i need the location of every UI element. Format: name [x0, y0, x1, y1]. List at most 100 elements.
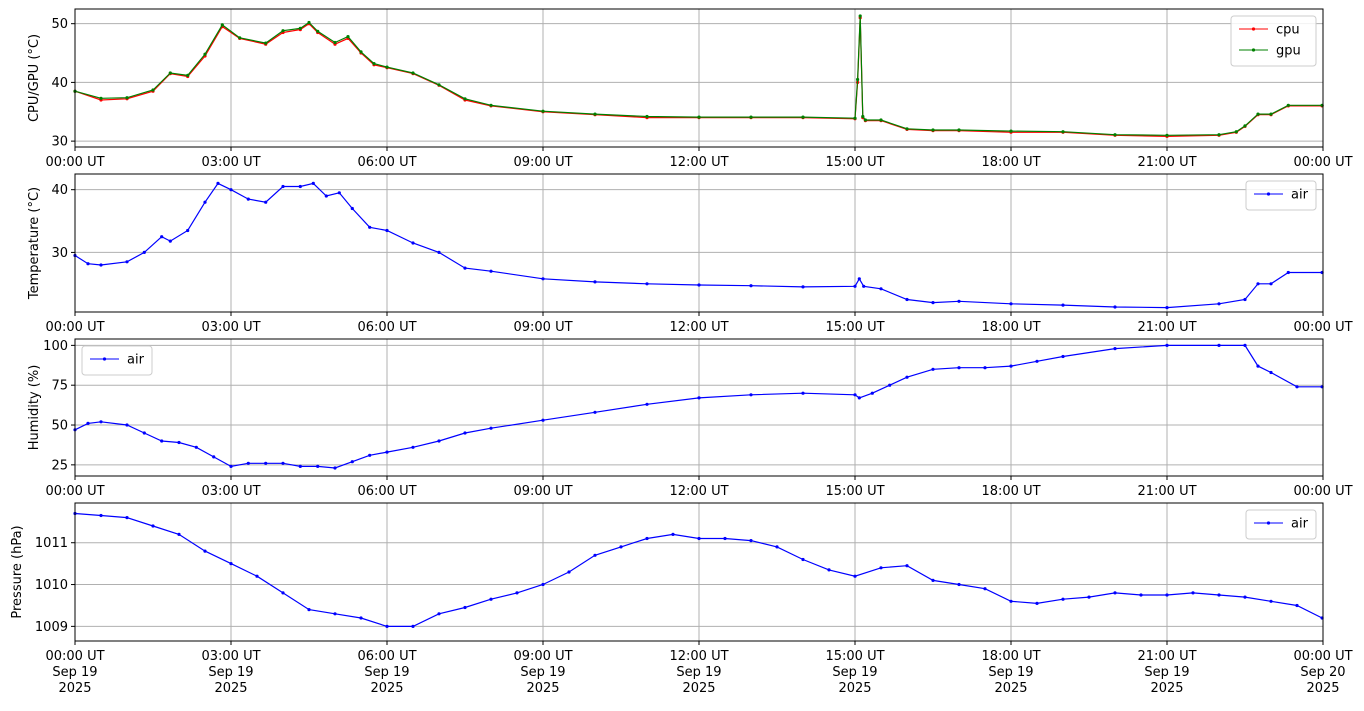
x-tick-label: 09:00 UT — [513, 484, 572, 499]
x-tick-label: 06:00 UT — [357, 484, 416, 499]
data-point — [350, 206, 354, 211]
data-point — [645, 402, 649, 406]
x-tick-label: 00:00 UT — [45, 320, 104, 335]
data-point — [905, 375, 909, 379]
data-point — [1269, 370, 1273, 375]
data-point — [307, 20, 311, 25]
x-tick-label: 21:00 UT Sep 19 2025 — [1137, 649, 1196, 696]
data-point — [1217, 343, 1221, 347]
data-point — [1243, 297, 1247, 302]
x-tick-label: 03:00 UT Sep 19 2025 — [201, 649, 260, 696]
y-tick-label: 50 — [51, 17, 68, 32]
data-point — [142, 431, 146, 435]
data-point — [350, 460, 354, 464]
data-point — [489, 597, 493, 601]
data-point — [697, 115, 701, 119]
data-point — [697, 283, 701, 287]
data-point — [1113, 347, 1117, 351]
y-axis-label: Humidity (%) — [27, 365, 42, 451]
data-point — [489, 269, 493, 273]
data-point — [1009, 129, 1013, 133]
y-tick-label: 1010 — [35, 578, 68, 593]
series-air — [73, 343, 1324, 470]
data-point — [1243, 124, 1247, 128]
data-point — [905, 127, 909, 131]
series-air — [73, 181, 1324, 310]
legend-marker — [1251, 48, 1256, 52]
x-tick-label: 00:00 UT Sep 20 2025 — [1293, 649, 1352, 696]
data-point — [125, 516, 129, 520]
data-point — [151, 88, 155, 92]
y-tick-label: 75 — [51, 379, 68, 394]
data-point — [337, 191, 341, 195]
y-tick-label: 1011 — [35, 536, 68, 551]
data-point — [541, 109, 545, 113]
x-tick-label: 03:00 UT — [201, 484, 260, 499]
legend-label-gpu: gpu — [1276, 44, 1301, 59]
data-point — [879, 566, 883, 570]
data-point — [463, 605, 467, 610]
data-point — [246, 461, 250, 465]
data-point — [983, 366, 987, 370]
data-point — [856, 77, 860, 82]
data-point — [368, 225, 372, 229]
chart-panel-4: 1009 1010 1011 00:00 UT Sep 19 2025 03:00 UT Se… — [10, 502, 1353, 696]
data-point — [385, 228, 389, 233]
data-point — [870, 391, 874, 395]
x-tick-label: 21:00 UT — [1137, 484, 1196, 499]
data-point — [1269, 599, 1273, 603]
data-point — [1061, 354, 1065, 359]
data-point — [437, 439, 441, 443]
y-axis-label: Pressure (hPa) — [10, 525, 25, 618]
data-point — [1269, 282, 1273, 286]
data-point — [862, 284, 866, 288]
data-point — [311, 181, 315, 185]
data-point — [1256, 364, 1260, 368]
data-point — [216, 181, 220, 185]
chart-panel-3: 25 50 75 100 00:00 UT 03:00 UT 06:00 UT 09:00 U… — [27, 338, 1353, 499]
data-point — [857, 396, 861, 400]
x-tick-label: 00:00 UT — [45, 155, 104, 170]
y-tick-label: 30 — [51, 135, 68, 150]
data-point — [333, 40, 337, 45]
data-point — [827, 568, 831, 572]
y-tick-label: 30 — [51, 246, 68, 261]
data-point — [541, 277, 545, 281]
series-line-air — [74, 344, 1323, 469]
data-point — [203, 549, 207, 553]
data-point — [1009, 364, 1013, 368]
data-point — [931, 128, 935, 132]
data-point — [619, 545, 623, 549]
data-point — [541, 582, 545, 587]
data-point — [463, 266, 467, 270]
data-point — [125, 260, 129, 264]
data-point — [1113, 305, 1117, 309]
legend-label-air: air — [127, 353, 145, 368]
data-point — [749, 284, 753, 288]
data-point — [437, 250, 441, 254]
data-point — [86, 421, 90, 425]
data-point — [281, 591, 285, 595]
legend-marker — [1251, 27, 1256, 31]
data-point — [220, 23, 224, 27]
data-point — [1295, 385, 1299, 389]
data-point — [1113, 133, 1117, 137]
data-point — [489, 103, 493, 107]
data-point — [957, 582, 961, 587]
data-point — [593, 410, 597, 414]
data-point — [463, 97, 467, 101]
data-point — [1269, 112, 1273, 116]
data-point — [853, 284, 857, 288]
data-point — [1009, 599, 1013, 603]
data-point — [298, 184, 302, 189]
y-axis-label: CPU/GPU (°C) — [27, 34, 42, 122]
data-point — [879, 287, 883, 291]
data-point — [697, 536, 701, 541]
y-tick-label: 25 — [51, 458, 68, 473]
data-point — [1191, 591, 1195, 595]
data-point — [957, 299, 961, 303]
data-point — [385, 450, 389, 454]
data-point — [1217, 302, 1221, 306]
data-point — [853, 116, 857, 120]
data-point — [316, 29, 320, 33]
